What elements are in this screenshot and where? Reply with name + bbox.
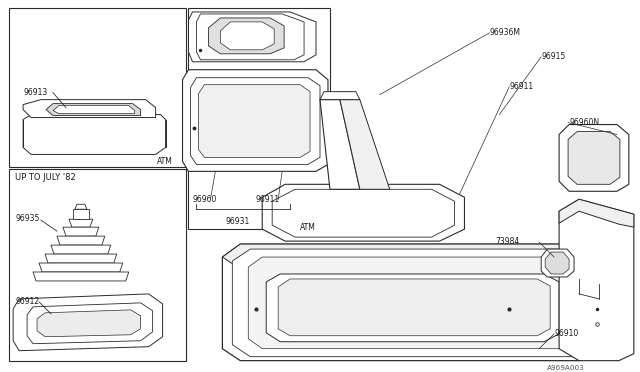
Polygon shape [559,125,629,191]
Polygon shape [46,104,141,116]
Text: ATM: ATM [300,223,316,232]
Polygon shape [69,219,93,227]
Polygon shape [73,209,89,219]
Polygon shape [541,249,574,277]
Polygon shape [51,245,111,254]
Text: 96931: 96931 [225,217,250,226]
Text: 96911: 96911 [255,195,280,204]
Text: ATM: ATM [157,157,173,166]
Text: 96915: 96915 [541,52,565,61]
Polygon shape [63,227,99,236]
Polygon shape [37,310,141,337]
Polygon shape [53,106,134,113]
Bar [189,8,330,229]
Polygon shape [23,115,166,154]
Bar [9,8,186,167]
Text: 96960: 96960 [193,195,217,204]
Polygon shape [559,199,634,361]
Polygon shape [196,14,304,60]
Text: 96936M: 96936M [490,28,520,37]
Polygon shape [57,236,105,245]
Polygon shape [33,272,129,281]
Text: 96910: 96910 [554,329,579,338]
Polygon shape [198,85,310,157]
Polygon shape [39,263,123,272]
Text: 96935: 96935 [15,214,40,223]
Text: 96960N: 96960N [569,118,599,126]
Polygon shape [545,252,569,274]
Polygon shape [45,254,116,263]
Polygon shape [222,244,599,269]
Text: UP TO JULY '82: UP TO JULY '82 [15,173,76,182]
Bar [9,169,186,361]
Polygon shape [232,249,591,357]
Polygon shape [23,100,156,118]
Text: 96913: 96913 [23,88,47,97]
Polygon shape [189,12,316,62]
Polygon shape [27,303,152,344]
Polygon shape [568,132,620,184]
Polygon shape [272,189,454,237]
Text: 96911: 96911 [509,82,533,91]
Polygon shape [278,279,550,336]
Polygon shape [209,18,284,54]
Polygon shape [266,274,559,342]
Polygon shape [191,78,320,164]
Polygon shape [75,204,87,209]
Polygon shape [320,100,360,189]
Polygon shape [222,244,599,361]
Text: 96912: 96912 [15,297,39,306]
Text: A969A003: A969A003 [547,365,585,371]
Polygon shape [220,22,274,50]
Polygon shape [262,184,465,241]
Polygon shape [559,199,634,227]
Polygon shape [320,92,360,100]
Polygon shape [182,70,328,171]
Text: 73984: 73984 [495,237,520,246]
Polygon shape [248,257,581,349]
Polygon shape [340,100,390,189]
Polygon shape [13,294,163,351]
